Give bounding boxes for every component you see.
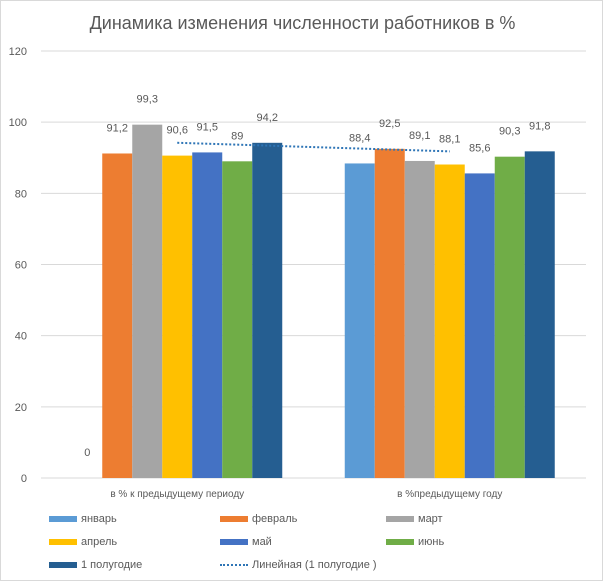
data-label: 91,2: [107, 122, 128, 134]
bar: [434, 164, 465, 478]
legend-item: март: [386, 513, 443, 525]
legend-swatch: [49, 562, 77, 568]
legend-item: Линейная (1 полугодие ): [220, 559, 377, 571]
legend-swatch: [49, 516, 77, 522]
legend-swatch: [386, 539, 414, 545]
bar: [132, 124, 163, 478]
y-tick-label: 100: [9, 117, 27, 129]
bar: [252, 142, 283, 478]
bar: [192, 152, 223, 478]
bar: [102, 153, 133, 479]
y-tick-label: 60: [15, 260, 27, 272]
legend-label: июнь: [418, 536, 445, 548]
legend-swatch: [386, 516, 414, 522]
x-tick-label: в % к предыдущему периоду: [110, 489, 244, 500]
legend-swatch: [49, 539, 77, 545]
data-label: 88,1: [439, 134, 460, 146]
legend-swatch: [220, 539, 248, 545]
legend-label: февраль: [252, 513, 298, 525]
legend-item: февраль: [220, 513, 297, 525]
data-label: 85,6: [469, 142, 490, 154]
bar: [162, 155, 193, 479]
legend-label: 1 полугодие: [81, 559, 143, 571]
x-tick-label: в %предыдущему году: [397, 489, 502, 500]
data-label: 91,5: [197, 121, 218, 133]
data-label: 99,3: [137, 94, 158, 106]
legend-item: 1 полугодие: [49, 559, 142, 571]
data-label: 0: [84, 447, 90, 459]
data-label: 89,1: [409, 130, 430, 142]
legend-item: январь: [49, 513, 117, 525]
data-label: 94,2: [257, 112, 278, 124]
data-label: 90,6: [167, 125, 188, 137]
bar: [404, 160, 435, 478]
legend-swatch: [220, 564, 248, 566]
bar: [464, 173, 495, 478]
y-tick-label: 80: [15, 188, 27, 200]
data-label: 88,4: [349, 132, 370, 144]
legend-label: январь: [81, 513, 117, 525]
legend-item: май: [220, 536, 272, 548]
legend-label: май: [252, 536, 272, 548]
trendline: [177, 141, 450, 153]
data-label: 92,5: [379, 118, 400, 130]
bar: [222, 161, 253, 478]
bar: [374, 148, 405, 478]
bar: [344, 163, 375, 478]
bar: [494, 156, 525, 478]
y-tick-label: 40: [15, 331, 27, 343]
legend-item: апрель: [49, 536, 117, 548]
y-tick-label: 20: [15, 402, 27, 414]
legend-label: Линейная (1 полугодие ): [252, 559, 377, 571]
data-label: 89: [231, 130, 243, 142]
legend-label: март: [418, 513, 443, 525]
y-tick-label: 0: [21, 473, 27, 485]
bar: [524, 151, 555, 478]
data-label: 91,8: [529, 120, 550, 132]
legend-item: июнь: [386, 536, 444, 548]
legend-swatch: [220, 516, 248, 522]
y-tick-label: 120: [9, 46, 27, 58]
data-label: 90,3: [499, 126, 520, 138]
legend-label: апрель: [81, 536, 118, 548]
chart-title: Динамика изменения численности работнико…: [89, 13, 516, 33]
